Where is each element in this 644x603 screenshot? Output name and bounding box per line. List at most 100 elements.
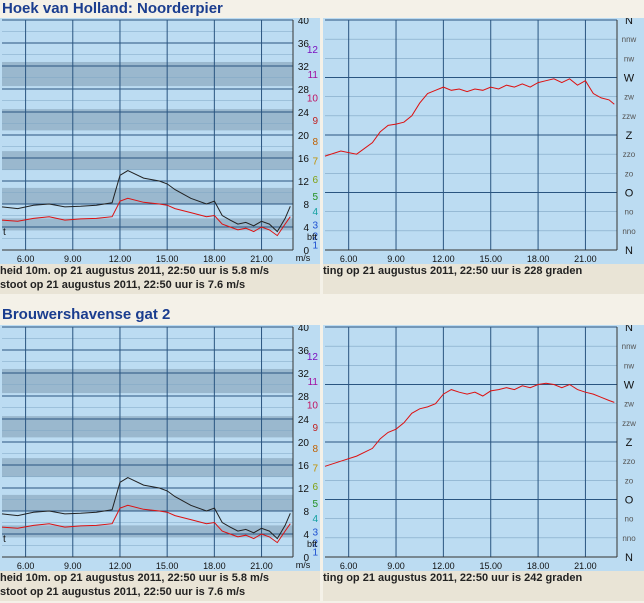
direction-tick-label: no [625, 208, 634, 217]
direction-caption: ting op 21 augustus 2011, 22:50 uur is 2… [323, 264, 644, 294]
beaufort-band [2, 187, 293, 204]
x-tick-label: 6.00 [340, 254, 358, 264]
ms-tick-label: 4 [303, 223, 309, 234]
direction-tick-label: O [625, 188, 634, 200]
x-tick-label: 9.00 [64, 254, 82, 264]
direction-tick-label: Z [626, 130, 633, 142]
ms-tick-label: 12 [298, 177, 310, 188]
bft-tick-label: 4 [312, 207, 318, 218]
x-tick-label: 18.00 [527, 254, 550, 264]
bft-tick-label: 10 [307, 94, 319, 105]
bft-tick-label: 7 [312, 464, 318, 475]
x-tick-label: 21.00 [574, 561, 597, 571]
ms-tick-label: 16 [298, 461, 310, 472]
ms-tick-label: 36 [298, 346, 310, 357]
bft-tick-label: 2 [312, 232, 318, 243]
speed-caption: heid 10m. op 21 augustus 2011, 22:50 uur… [0, 571, 320, 601]
ms-tick-label: 24 [298, 415, 310, 426]
bft-tick-label: 1 [312, 548, 318, 559]
x-tick-label: 15.00 [479, 254, 502, 264]
ms-tick-label: 40 [298, 325, 310, 334]
ms-tick-label: 36 [298, 39, 310, 50]
direction-tick-label: zzo [623, 150, 636, 159]
direction-caption: ting op 21 augustus 2011, 22:50 uur is 2… [323, 571, 644, 601]
ms-tick-label: 4 [303, 530, 309, 541]
x-tick-label: 12.00 [109, 254, 132, 264]
direction-tick-label: O [625, 495, 634, 507]
ms-tick-label: 16 [298, 154, 310, 165]
direction-tick-label: nw [624, 361, 634, 370]
x-tick-label: 21.00 [574, 254, 597, 264]
bft-tick-label: 2 [312, 539, 318, 550]
station-title: Hoek van Holland: Noorderpier [2, 0, 223, 17]
beaufort-band [2, 458, 293, 478]
beaufort-band [2, 494, 293, 511]
direction-tick-label: W [624, 380, 635, 392]
bft-tick-label: 5 [312, 499, 318, 510]
bft-tick-label: 5 [312, 192, 318, 203]
bft-tick-label: 8 [312, 444, 318, 455]
gust-series-line [1, 477, 291, 540]
bft-unit-label: bft [307, 232, 318, 242]
ms-tick-label: 0 [303, 553, 309, 564]
x-tick-label: 21.00 [250, 254, 273, 264]
speed-series-line [1, 504, 291, 544]
bft-tick-label: 9 [312, 423, 318, 434]
speed-caption: heid 10m. op 21 augustus 2011, 22:50 uur… [0, 264, 320, 294]
wind-gust-caption: stoot op 21 augustus 2011, 22:50 uur is … [0, 586, 246, 598]
wind-speed-chart: 40 36 32 28 24 20 16 12 8 4 0 6.00 9.00 12.00 15.00 18.… [0, 325, 320, 571]
ms-tick-label: 20 [298, 131, 310, 142]
x-tick-label: 6.00 [340, 561, 358, 571]
direction-tick-label: Z [626, 437, 633, 449]
x-tick-label: 15.00 [156, 254, 179, 264]
station-title: Brouwershavense gat 2 [2, 306, 171, 323]
x-tick-label: 15.00 [156, 561, 179, 571]
x-tick-label: 12.00 [432, 561, 455, 571]
direction-tick-label: N [625, 245, 633, 257]
bft-tick-label: 12 [307, 352, 319, 363]
wind-speed-chart: 40 36 32 28 24 20 16 12 8 4 0 6.00 9.00 12.00 15.00 18.… [0, 18, 320, 264]
x-tick-label: 21.00 [250, 561, 273, 571]
ms-tick-label: 0 [303, 246, 309, 257]
ms-tick-label: 8 [303, 507, 309, 518]
bft-tick-label: 8 [312, 137, 318, 148]
bft-tick-label: 3 [312, 220, 318, 231]
bft-tick-label: 4 [312, 514, 318, 525]
direction-tick-label: N [625, 552, 633, 564]
beaufort-band [2, 109, 293, 131]
beaufort-band [2, 151, 293, 171]
corner-label: t [3, 227, 6, 238]
ms-tick-label: 20 [298, 438, 310, 449]
direction-tick-label: no [625, 515, 634, 524]
bft-tick-label: 3 [312, 527, 318, 538]
x-tick-label: 12.00 [432, 254, 455, 264]
bft-tick-label: 10 [307, 401, 319, 412]
direction-tick-label: zo [625, 476, 634, 485]
direction-series-line [324, 78, 615, 157]
wind-gust-caption: stoot op 21 augustus 2011, 22:50 uur is … [0, 279, 246, 291]
wind-speed-caption: heid 10m. op 21 augustus 2011, 22:50 uur… [0, 572, 270, 584]
ms-tick-label: 40 [298, 18, 310, 27]
ms-unit-label: m/s [296, 253, 311, 263]
wind-direction-caption: ting op 21 augustus 2011, 22:50 uur is 2… [323, 265, 583, 277]
ms-tick-label: 24 [298, 108, 310, 119]
direction-tick-label: zzw [622, 112, 636, 121]
ms-unit-label: m/s [296, 560, 311, 570]
direction-tick-label: N [625, 325, 633, 334]
direction-tick-label: nno [622, 227, 636, 236]
bft-tick-label: 11 [308, 70, 319, 81]
direction-tick-label: N [625, 18, 633, 27]
x-tick-label: 9.00 [64, 561, 82, 571]
x-tick-label: 6.00 [17, 561, 35, 571]
x-tick-label: 12.00 [109, 561, 132, 571]
direction-tick-label: zw [624, 400, 634, 409]
direction-series-line [324, 382, 615, 467]
direction-tick-label: zo [625, 169, 634, 178]
direction-tick-label: zzw [622, 419, 636, 428]
bft-tick-label: 7 [312, 157, 318, 168]
direction-tick-label: zzo [623, 457, 636, 466]
